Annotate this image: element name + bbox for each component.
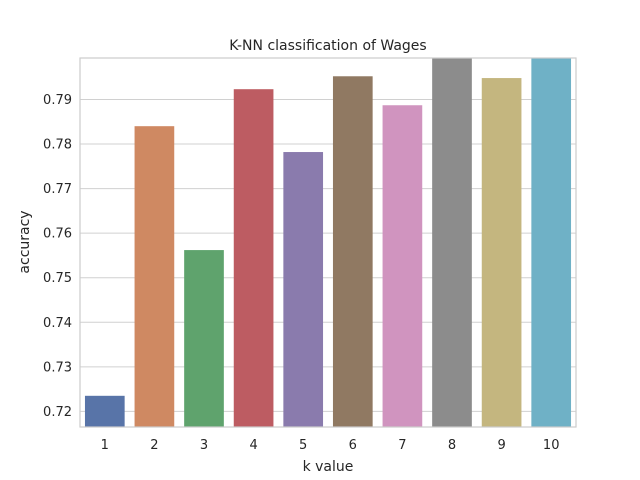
x-tick-label: 2 [150,438,158,453]
bar-k-9 [481,78,522,427]
bar-k-7 [382,105,423,427]
x-axis-label: k value [303,459,354,475]
chart-title: K-NN classification of Wages [229,38,426,54]
bar-k-8 [432,58,472,427]
y-tick-label: 0.72 [43,405,72,420]
y-tick-label: 0.77 [43,182,72,197]
x-tick-label: 9 [497,438,505,453]
x-tick-label: 7 [398,438,406,453]
bars [84,58,572,428]
x-tick-label: 10 [543,438,560,453]
bar-k-4 [233,89,274,428]
x-tick-label: 8 [448,438,456,453]
x-tick-label: 1 [101,438,109,453]
bar-k-1 [84,395,125,427]
y-axis-label: accuracy [17,210,33,273]
x-tick-label: 4 [249,438,257,453]
bar-k-3 [184,250,224,427]
bar-k-10 [531,58,572,427]
y-tick-label: 0.76 [43,227,72,242]
y-tick-label: 0.79 [43,93,72,108]
y-tick-labels: 0.72 0.73 0.74 0.75 0.76 0.77 0.78 0.79 [43,93,72,420]
x-tick-labels: 1 2 3 4 5 6 7 8 9 10 [101,438,560,453]
y-tick-label: 0.73 [43,360,72,375]
y-tick-label: 0.78 [43,138,72,153]
y-tick-label: 0.74 [43,316,72,331]
plot-frame [79,57,577,428]
bar-k-2 [134,126,175,427]
bar-k-6 [332,76,373,428]
x-tick-label: 3 [200,438,208,453]
bar-k-5 [283,152,324,428]
x-tick-label: 5 [299,438,307,453]
x-tick-label: 6 [349,438,357,453]
y-tick-label: 0.75 [43,271,72,286]
